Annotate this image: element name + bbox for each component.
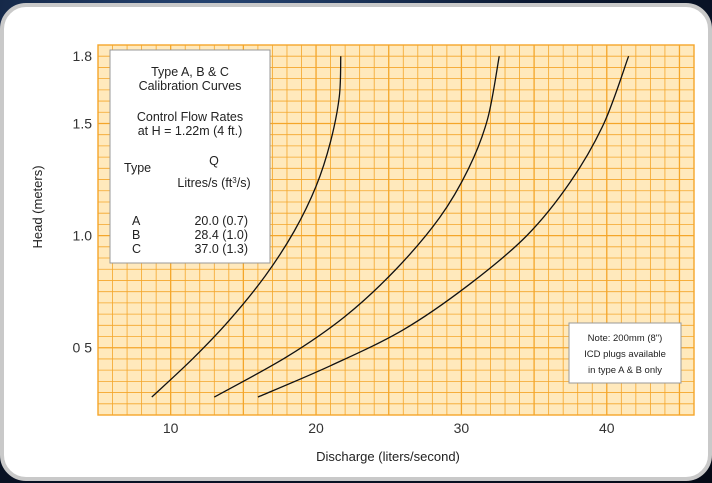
plot-border	[97, 44, 695, 416]
calibration-chart: 10 20 30 40 0 5 1.0 1.5 1.8 Discharge (liters/…	[30, 44, 695, 464]
legend-q-header: Q	[209, 154, 219, 168]
curves	[151, 55, 630, 398]
legend-subtitle-line-1: Control Flow Rates	[137, 110, 243, 124]
x-tick-label: 20	[308, 420, 324, 436]
note-box: Note: 200mm (8") ICD plugs available in …	[568, 322, 682, 384]
y-axis-ticks: 0 5 1.0 1.5 1.8	[73, 48, 93, 356]
legend-title-line-1: Type A, B & C	[151, 65, 229, 79]
x-tick-label: 40	[599, 420, 615, 436]
legend-row-b-q: 28.4 (1.0)	[194, 228, 248, 242]
note-line-3: in type A & B only	[588, 365, 662, 376]
x-axis-ticks: 10 20 30 40	[163, 420, 615, 436]
legend-q-units-sup: 3	[232, 176, 237, 185]
legend-row-c-type: C	[132, 242, 141, 256]
legend-row-a-type: A	[132, 214, 141, 228]
legend-row-b-type: B	[132, 228, 140, 242]
y-axis-label: Head (meters)	[30, 165, 45, 248]
chart-frame: 10 20 30 40 0 5 1.0 1.5 1.8 Discharge (liters/…	[0, 3, 712, 481]
x-tick-label: 10	[163, 420, 179, 436]
y-tick-label: 1.5	[73, 115, 93, 131]
legend-background	[109, 49, 271, 264]
calibration-curve-2	[213, 56, 500, 398]
note-background	[568, 322, 682, 384]
legend-title-line-2: Calibration Curves	[139, 79, 242, 93]
legend-q-units: Litres/s (ft3/s)	[177, 176, 250, 191]
x-tick-label: 30	[454, 420, 470, 436]
calibration-curve-3	[257, 55, 630, 398]
y-tick-label: 1.0	[73, 228, 93, 244]
legend-q-units-prefix: Litres/s (ft	[177, 176, 232, 190]
note-line-1: Note: 200mm (8")	[588, 333, 663, 344]
legend-row-a-q: 20.0 (0.7)	[194, 214, 248, 228]
legend-subtitle-line-2: at H = 1.22m (4 ft.)	[138, 124, 243, 138]
legend-q-units-suffix: /s)	[237, 176, 251, 190]
legend-row-c-q: 37.0 (1.3)	[194, 242, 248, 256]
x-axis-label: Discharge (liters/second)	[316, 449, 460, 464]
y-tick-label: 0 5	[73, 340, 93, 356]
legend-type-header: Type	[124, 161, 151, 175]
y-tick-label: 1.8	[73, 48, 93, 64]
note-line-2: ICD plugs available	[584, 349, 666, 360]
calibration-curve-1	[151, 56, 342, 398]
legend-box: Type A, B & C Calibration Curves Control…	[109, 49, 271, 264]
